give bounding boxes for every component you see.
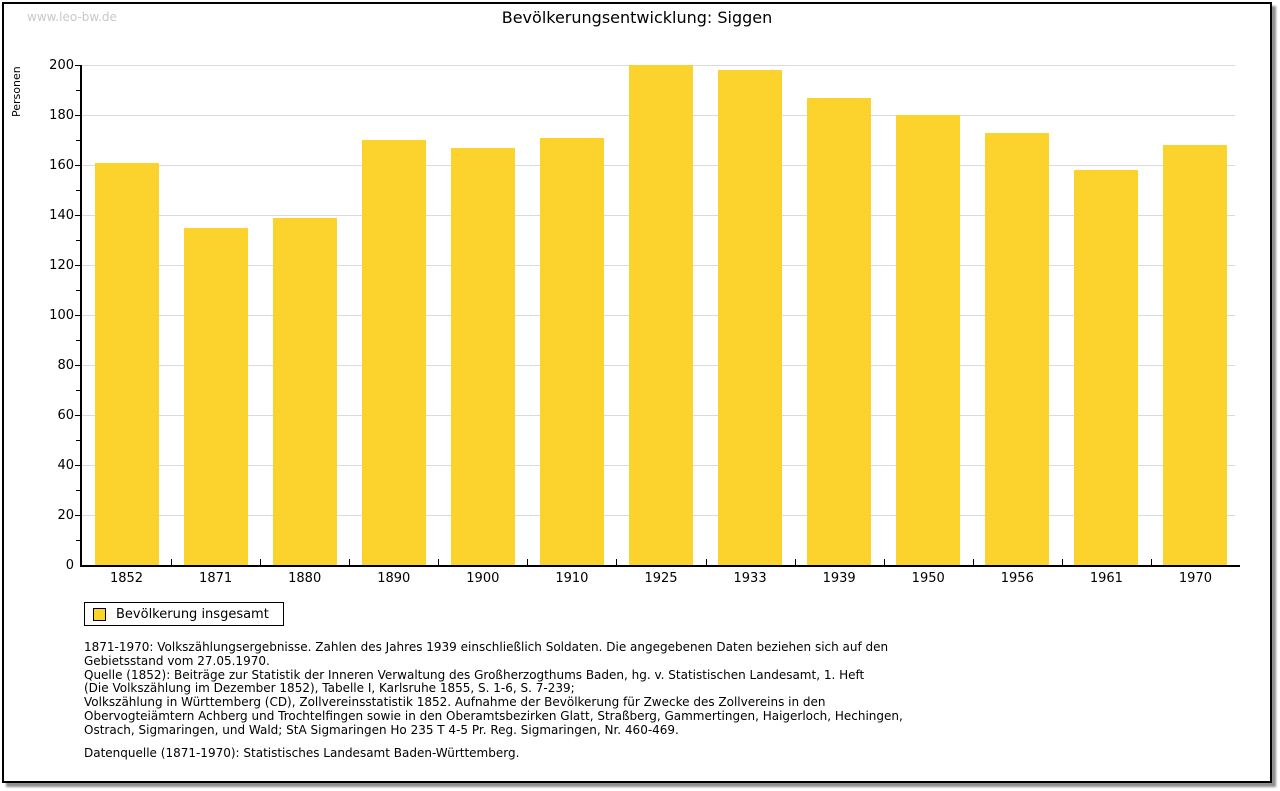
x-label-1910: 1910	[555, 571, 589, 586]
bar-1970	[1163, 145, 1228, 565]
x-label-1956: 1956	[1000, 571, 1034, 586]
bar-1939	[807, 97, 872, 565]
bar-1950	[896, 115, 961, 565]
y-tick-150	[76, 190, 80, 191]
y-tick-label-100: 100	[49, 308, 74, 323]
y-tick-180	[75, 115, 80, 116]
x-tick-5	[527, 559, 529, 565]
y-tick-170	[76, 140, 80, 141]
x-tick-4	[438, 559, 440, 565]
x-label-1939: 1939	[822, 571, 856, 586]
legend-swatch	[93, 607, 106, 621]
watermark: www.leo-bw.de	[27, 10, 117, 24]
y-tick-label-80: 80	[57, 358, 74, 373]
y-tick-110	[76, 290, 80, 291]
bar-1956	[985, 132, 1050, 565]
y-tick-label-0: 0	[65, 558, 74, 573]
y-tick-40	[75, 465, 80, 466]
y-tick-30	[76, 490, 80, 491]
footnote-line: Volkszählung in Württemberg (CD), Zollve…	[84, 695, 826, 710]
footnote-line: 1871-1970: Volkszählungsergebnisse. Zahl…	[84, 640, 889, 654]
x-label-1890: 1890	[377, 571, 411, 586]
y-axis-line	[80, 65, 82, 567]
x-label-1900: 1900	[466, 571, 500, 586]
page-frame: www.leo-bw.de Bevölkerungsentwicklung: S…	[2, 2, 1272, 783]
x-tick-1	[171, 559, 173, 565]
x-tick-9	[883, 559, 885, 565]
bar-1900	[450, 147, 515, 565]
x-label-1961: 1961	[1089, 571, 1123, 586]
footnote-line: (Die Volkszählung im Dezember 1852), Tab…	[84, 681, 575, 696]
footnote-line: Obervogteiämtern Achberg und Trochtelfin…	[84, 708, 903, 723]
chart-title: Bevölkerungsentwicklung: Siggen	[501, 8, 773, 27]
y-tick-200	[75, 65, 80, 66]
bar-1890	[361, 140, 426, 565]
x-label-1925: 1925	[644, 571, 678, 586]
y-tick-label-60: 60	[57, 408, 74, 423]
y-tick-60	[75, 415, 80, 416]
x-label-1950: 1950	[911, 571, 945, 586]
bar-1961	[1074, 170, 1139, 565]
chart-area: 0 20 40 60 80 100 120 140 160 180 200 1852 1871 1880 1…	[4, 4, 1280, 791]
y-tick-190	[76, 90, 80, 91]
y-tick-100	[75, 315, 80, 316]
y-tick-20	[75, 515, 80, 516]
x-label-1852: 1852	[109, 571, 144, 586]
x-label-1880: 1880	[288, 571, 322, 586]
x-tick-12	[1150, 559, 1152, 565]
y-tick-130	[76, 240, 80, 241]
y-tick-140	[75, 215, 80, 216]
x-tick-6	[616, 559, 618, 565]
footnote-line: Gebietsstand vom 27.05.1970.	[84, 653, 270, 668]
x-axis-line	[80, 565, 1240, 567]
y-tick-70	[76, 390, 80, 391]
y-tick-10	[76, 540, 80, 541]
footnote-line: Quelle (1852): Beiträge zur Statistik de…	[84, 667, 865, 682]
datasource: Datenquelle (1871-1970): Statistisches L…	[84, 746, 520, 760]
y-tick-90	[76, 340, 80, 341]
y-tick-160	[75, 165, 80, 166]
y-tick-label-140: 140	[49, 208, 74, 223]
x-label-1970: 1970	[1178, 571, 1212, 586]
x-tick-2	[260, 559, 262, 565]
bar-1880	[272, 217, 337, 565]
x-label-1871: 1871	[199, 571, 233, 586]
y-tick-label-20: 20	[57, 508, 74, 523]
y-tick-label-180: 180	[49, 108, 74, 123]
x-tick-11	[1061, 559, 1063, 565]
x-tick-10	[972, 559, 974, 565]
x-tick-3	[349, 559, 351, 565]
footnotes: 1871-1970: Volkszählungsergebnisse. Zahl…	[84, 640, 903, 738]
legend-label: Bevölkerung insgesamt	[116, 606, 269, 622]
legend: Bevölkerung insgesamt	[84, 602, 284, 626]
y-tick-label-40: 40	[57, 458, 74, 473]
y-tick-label-120: 120	[49, 258, 74, 273]
y-tick-120	[75, 265, 80, 266]
x-tick-7	[705, 559, 707, 565]
y-tick-50	[76, 440, 80, 441]
bar-1910	[539, 137, 604, 565]
footnote-line: Ostrach, Sigmaringen, und Wald; StA Sigm…	[84, 722, 679, 737]
y-tick-80	[75, 365, 80, 366]
bar-1933	[718, 70, 783, 565]
x-label-1933: 1933	[733, 571, 767, 586]
bar-1871	[183, 227, 248, 565]
bar-1852	[94, 162, 159, 565]
y-tick-label-160: 160	[49, 158, 74, 173]
bar-1925	[629, 65, 693, 565]
y-tick-label-200: 200	[49, 58, 74, 73]
x-tick-8	[794, 559, 796, 565]
